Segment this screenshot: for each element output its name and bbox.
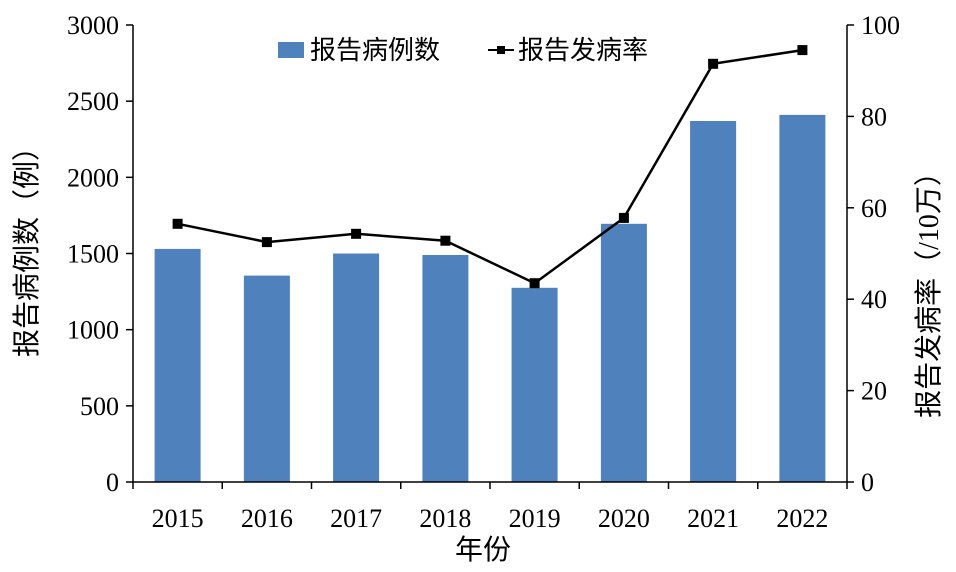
- rate-point: [529, 278, 540, 289]
- x-tick-label: 2021: [687, 504, 739, 533]
- y-tick-labels: 0 500 1000 1500 2000 2500 3000: [67, 11, 119, 497]
- legend-bar-label: 报告病例数: [310, 36, 440, 65]
- legend: 报告病例数 报告发病率: [278, 36, 648, 65]
- rate-point: [618, 212, 629, 223]
- bar: [422, 255, 469, 482]
- y2-tick-label: 40: [861, 285, 887, 314]
- y2-tick-label: 60: [861, 194, 887, 223]
- legend-line-label: 报告发病率: [518, 36, 648, 65]
- rate-line: [177, 48, 803, 285]
- rate-point: [172, 218, 183, 229]
- legend-bar-swatch: [278, 42, 304, 58]
- y-axis-title: 报告病例数（例）: [11, 133, 43, 357]
- bar: [600, 223, 647, 483]
- rate-point: [351, 228, 362, 239]
- y-tick-label: 2000: [67, 163, 119, 192]
- y2-tick-label: 100: [861, 11, 900, 40]
- line-series: [172, 45, 808, 289]
- bar: [243, 275, 290, 482]
- bar: [511, 287, 558, 482]
- y2-tick-label: 80: [861, 102, 887, 131]
- x-axis-title: 年份: [455, 534, 511, 566]
- x-tick-label: 2020: [598, 504, 650, 533]
- axes: [126, 24, 854, 489]
- bar: [779, 114, 826, 483]
- y-tick-label: 0: [106, 468, 119, 497]
- bar: [690, 121, 737, 482]
- bar: [333, 253, 380, 482]
- x-tick-label: 2017: [330, 504, 382, 533]
- rate-point: [440, 235, 451, 246]
- y-tick-label: 2500: [67, 87, 119, 116]
- y-tick-label: 1500: [67, 240, 119, 269]
- y2-tick-label: 20: [861, 377, 887, 406]
- x-tick-label: 2015: [152, 504, 204, 533]
- legend-line-marker: [497, 46, 505, 54]
- y-tick-label: 500: [80, 392, 119, 421]
- y-tick-label: 1000: [67, 316, 119, 345]
- x-tick-label: 2022: [776, 504, 828, 533]
- bar-series: [154, 114, 826, 483]
- x-tick-label: 2016: [241, 504, 293, 533]
- y2-tick-labels: 0 20 40 60 80 100: [861, 11, 900, 497]
- rate-point: [797, 45, 808, 56]
- rate-point: [261, 237, 272, 248]
- y2-tick-label: 0: [861, 468, 874, 497]
- x-tick-label: 2018: [419, 504, 471, 533]
- y-tick-label: 3000: [67, 11, 119, 40]
- rate-point: [708, 58, 719, 69]
- x-tick-label: 2019: [509, 504, 561, 533]
- bar: [154, 248, 201, 482]
- x-tick-labels: 2015 2016 2017 2018 2019 2020 2021 2022: [152, 504, 829, 533]
- y2-axis-title: 报告发病率（/10万）: [913, 158, 945, 418]
